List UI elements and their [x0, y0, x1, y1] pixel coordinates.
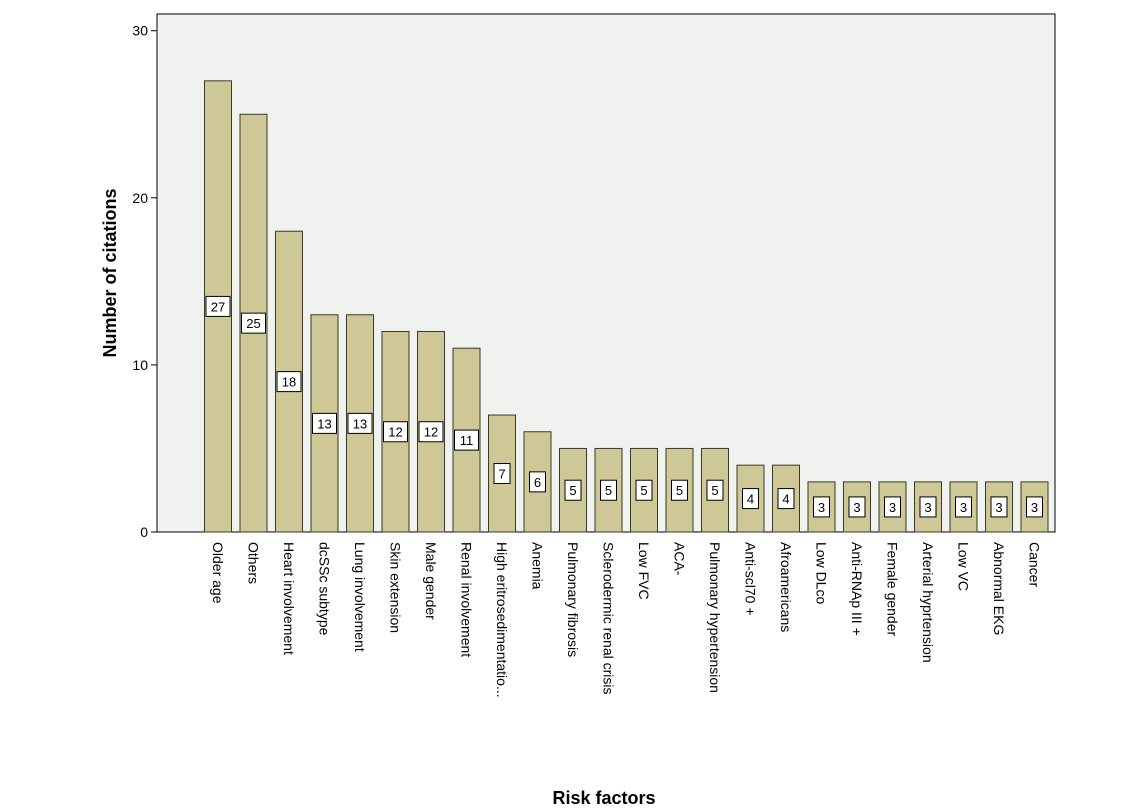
data-label-box — [418, 421, 444, 443]
y-tick-label: 10 — [132, 357, 148, 373]
x-category-label: Abnormal EKG — [991, 542, 1007, 635]
data-label: 5 — [711, 483, 718, 498]
data-label-box — [706, 479, 724, 501]
data-label-box — [990, 496, 1008, 518]
data-label-box — [848, 496, 866, 518]
x-category-label: Renal involvement — [459, 542, 475, 657]
data-label-box — [529, 471, 546, 493]
data-label-box — [742, 488, 759, 510]
data-label-box — [347, 412, 373, 434]
y-axis-title: Number of citations — [100, 188, 120, 357]
x-category-label: Afroamericans — [778, 542, 794, 632]
x-category-label: ACA- — [672, 542, 688, 576]
x-category-label: Older age — [210, 542, 226, 604]
x-category-label: Anemia — [530, 542, 546, 590]
bar — [665, 447, 694, 533]
y-tick-label: 0 — [140, 524, 148, 540]
x-category-label: High eritrosedimentatio... — [494, 542, 510, 698]
data-label-box — [564, 479, 582, 501]
bar — [914, 481, 942, 533]
data-label-box — [777, 488, 795, 510]
data-label-box — [813, 496, 830, 518]
data-label-box — [919, 496, 937, 518]
x-category-label: Low VC — [956, 542, 972, 591]
x-category-label: Arterial hyprtension — [920, 542, 936, 663]
plot-area — [156, 13, 1056, 533]
data-label: 3 — [960, 500, 967, 515]
data-label: 13 — [317, 416, 331, 431]
x-category-label: Female gender — [885, 542, 901, 637]
data-label-box — [276, 371, 302, 393]
x-category-label: Pulmonary hypertension — [707, 542, 723, 693]
data-label-box — [241, 312, 266, 334]
data-label: 5 — [676, 483, 683, 498]
y-tick-label: 20 — [132, 190, 148, 206]
x-category-label: Heart involvement — [281, 542, 297, 655]
data-label: 12 — [424, 425, 438, 440]
bar — [1020, 481, 1049, 533]
data-label: 27 — [211, 299, 225, 314]
data-label: 4 — [782, 492, 789, 507]
data-label: 13 — [353, 416, 367, 431]
x-category-label: Male gender — [423, 542, 439, 620]
bar — [630, 447, 658, 533]
data-label: 3 — [853, 500, 860, 515]
data-label: 5 — [605, 483, 612, 498]
data-label: 25 — [246, 316, 260, 331]
data-label-box — [635, 479, 653, 501]
data-label-box — [955, 496, 972, 518]
x-category-label: Anti-RNAp III + — [849, 542, 865, 636]
data-label: 3 — [924, 500, 931, 515]
data-label: 5 — [640, 483, 647, 498]
data-label: 18 — [282, 375, 296, 390]
data-label: 4 — [747, 492, 754, 507]
x-category-label: Sclerodermic renal crisis — [601, 542, 617, 694]
x-category-label: Anti-scl70 + — [743, 542, 759, 616]
data-label-box — [671, 479, 688, 501]
y-tick-label: 30 — [132, 23, 148, 39]
data-label: 7 — [498, 467, 505, 482]
x-category-label: dcSSc subtype — [317, 542, 333, 636]
data-labels-group: 27 25 18 13 13 12 12 11 7 6 5 5 5 5 5 4 4 3 3 3 3 3 3 3 — [205, 295, 1043, 518]
x-category-label: Lung involvement — [352, 542, 368, 652]
data-label: 6 — [534, 475, 541, 490]
data-label-box — [454, 429, 479, 451]
x-category-label: Skin extension — [388, 542, 404, 633]
data-label-box — [493, 463, 511, 485]
x-category-label: Pulmonary fibrosis — [565, 542, 581, 657]
data-label: 3 — [818, 500, 825, 515]
data-label-box — [1026, 496, 1043, 518]
x-axis-title: Risk factors — [552, 788, 655, 808]
data-label: 11 — [460, 433, 474, 448]
data-label: 5 — [569, 483, 576, 498]
data-label: 12 — [388, 425, 402, 440]
x-category-label: Low DLco — [814, 542, 830, 604]
data-label-box — [600, 479, 617, 501]
data-label: 3 — [995, 500, 1002, 515]
data-label-box — [312, 412, 337, 434]
data-label-box — [884, 496, 901, 518]
x-axis-labels: Older age Others Heart involvement dcSSc su… — [210, 542, 1043, 698]
data-label: 3 — [1031, 500, 1038, 515]
x-category-label: Cancer — [1027, 542, 1043, 587]
data-label-box — [205, 295, 231, 317]
data-label-box — [383, 421, 408, 443]
x-category-label: Low FVC — [636, 542, 652, 600]
data-label: 3 — [889, 500, 896, 515]
x-category-label: Others — [246, 542, 262, 584]
y-axis: 0 10 20 30 — [132, 23, 157, 540]
